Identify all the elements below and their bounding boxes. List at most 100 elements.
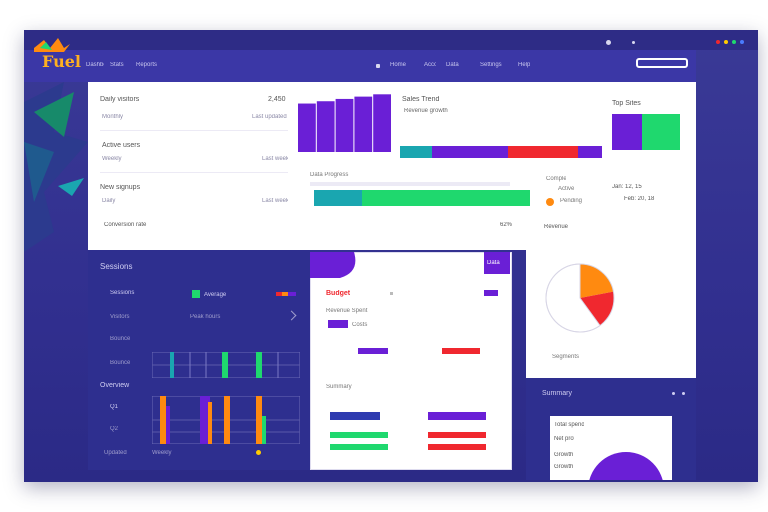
legend-red: [508, 146, 578, 158]
top-chart-bar: [316, 101, 335, 152]
overview-row-1-sub: Monthly: [102, 114, 124, 120]
sessions-row-2-value: Peak hours: [190, 314, 221, 320]
progress-legend-b: Pending: [560, 198, 583, 204]
budget-title: Budget: [326, 290, 351, 297]
summary-menu-icon-2[interactable]: [682, 392, 685, 395]
navbar: [24, 50, 696, 82]
top-chart-bar: [298, 103, 316, 152]
chart-top-subtitle: Revenue growth: [404, 108, 448, 114]
fuel-logo-icon: [34, 38, 70, 52]
sessions-row-a: Q1: [110, 404, 119, 410]
nav-item-help[interactable]: Help: [518, 62, 530, 68]
sessions-title: Sessions: [100, 262, 133, 271]
progress-section: Data Progress 62%: [310, 172, 540, 232]
overview-row-2-sub: Weekly: [102, 156, 122, 162]
summary-content: Summary Total spend Net profit Growth Gr…: [540, 390, 690, 480]
progress-fill-green: [362, 190, 530, 206]
budget-bar-green-b: [330, 444, 388, 450]
pie-legend: Segments: [552, 354, 580, 360]
sessions-footer: Updated: [104, 450, 127, 456]
summary-circle: [588, 452, 664, 480]
search-input[interactable]: [636, 58, 688, 68]
sessions-row-2-label: Visitors: [110, 314, 130, 320]
status-icons: [604, 40, 635, 46]
budget-content: Budget Revenue Spent Costs Summary: [322, 288, 502, 458]
yellow-dot-icon[interactable]: [724, 40, 728, 44]
progress-legend: Completion Active Pending: [544, 176, 614, 210]
nav-item-reports[interactable]: Reports: [136, 62, 158, 68]
summary-row-3: Growth: [554, 452, 574, 458]
progress-label: Data Progress: [310, 172, 349, 178]
top-chart-bar: [354, 96, 373, 152]
overview-row-1-meta: Last updated: [252, 114, 287, 120]
kpi-row-1: Jan: 12, 15: [612, 184, 642, 190]
summary-row-1: Total spend: [554, 422, 584, 428]
nav-item-dashboard[interactable]: Dashboard: [86, 62, 104, 68]
kpi-right: Top Sites Jan: 12, 15 Feb: 20, 18: [612, 100, 692, 210]
sessions-row-b: Q2: [110, 426, 119, 432]
budget-bar-top: [328, 320, 348, 328]
kpi-bar-green: [642, 114, 680, 150]
top-chart-bar: [373, 94, 391, 152]
progress-track: [310, 182, 510, 186]
blue-dot-icon[interactable]: [740, 40, 744, 44]
nav-right: Home Account Data Settings Help: [376, 62, 536, 72]
sessions-indicator: [192, 290, 200, 298]
sessions-panel: [88, 250, 310, 470]
sessions-row-1-value: Average: [204, 292, 227, 298]
overview-row-2-label: Active users: [102, 142, 141, 149]
budget-chip[interactable]: [484, 290, 498, 296]
window-controls[interactable]: [716, 38, 756, 46]
logo[interactable]: Fuel: [34, 38, 84, 74]
progress-caption: Completion: [546, 176, 566, 182]
nav-item-settings[interactable]: Settings: [480, 62, 502, 68]
progress-legend-a: Active: [558, 186, 575, 192]
sessions-row-1-label: Sessions: [110, 290, 135, 296]
pie-outline: [545, 263, 615, 333]
summary-menu-icon[interactable]: [672, 392, 675, 395]
wifi-icon: [606, 40, 611, 45]
expand-icon[interactable]: [286, 310, 297, 321]
overview-row-3-label: New signups: [100, 184, 141, 191]
summary-row-2: Net profit: [554, 436, 574, 442]
kpi-right-title: Top Sites: [612, 100, 641, 107]
pie-chart: [545, 263, 615, 333]
budget-caption-1: Revenue Spent: [326, 308, 368, 314]
nav-item-account[interactable]: Account: [424, 62, 436, 68]
nav-item-stats[interactable]: Stats: [110, 62, 124, 68]
home-icon[interactable]: [376, 64, 380, 68]
overview-row-3-sub: Daily: [102, 198, 116, 204]
budget-tag-label: Data: [487, 260, 500, 266]
nav-item-home[interactable]: Home: [390, 62, 407, 68]
budget-caption-3: Summary: [326, 384, 352, 390]
red-dot-icon[interactable]: [716, 40, 720, 44]
battery-icon: [632, 41, 635, 44]
overview-row-2-meta: Last week: [262, 156, 288, 162]
budget-tag[interactable]: Data: [484, 252, 510, 274]
progress-value: 62%: [500, 222, 513, 228]
overview-row-3-meta: Last week: [262, 198, 288, 204]
overview-row-1-label: Daily visitors: [100, 96, 140, 103]
title-bar: [24, 30, 758, 50]
sessions-chart-1: [152, 352, 300, 378]
nav-item-data[interactable]: Data: [446, 62, 459, 68]
status-dot-icon: [546, 198, 554, 206]
divider: [100, 130, 288, 131]
divider: [100, 172, 288, 173]
kpi-row-2: Feb: 20, 18: [624, 196, 655, 202]
chart-top-header: Sales Trend Revenue growth: [402, 96, 482, 120]
sessions-footer-b: Weekly: [152, 450, 172, 456]
logo-text: Fuel: [42, 52, 81, 71]
budget-dot: [390, 292, 393, 295]
overview-row-1-value: 2,450: [268, 96, 286, 103]
green-dot-icon[interactable]: [732, 40, 736, 44]
budget-bar-green-a: [330, 432, 388, 438]
budget-bar-purple-2: [428, 412, 486, 420]
chart-top-legend: [400, 146, 602, 158]
budget-corner-decor: [310, 252, 356, 278]
top-bar-chart: [298, 94, 391, 152]
sessions-row-3-label: Bounce rate: [110, 336, 130, 342]
legend-dots-icon: [276, 292, 296, 296]
budget-bar-red-a: [428, 432, 486, 438]
sessions-row-4-label: Bounce rate: [110, 360, 130, 366]
